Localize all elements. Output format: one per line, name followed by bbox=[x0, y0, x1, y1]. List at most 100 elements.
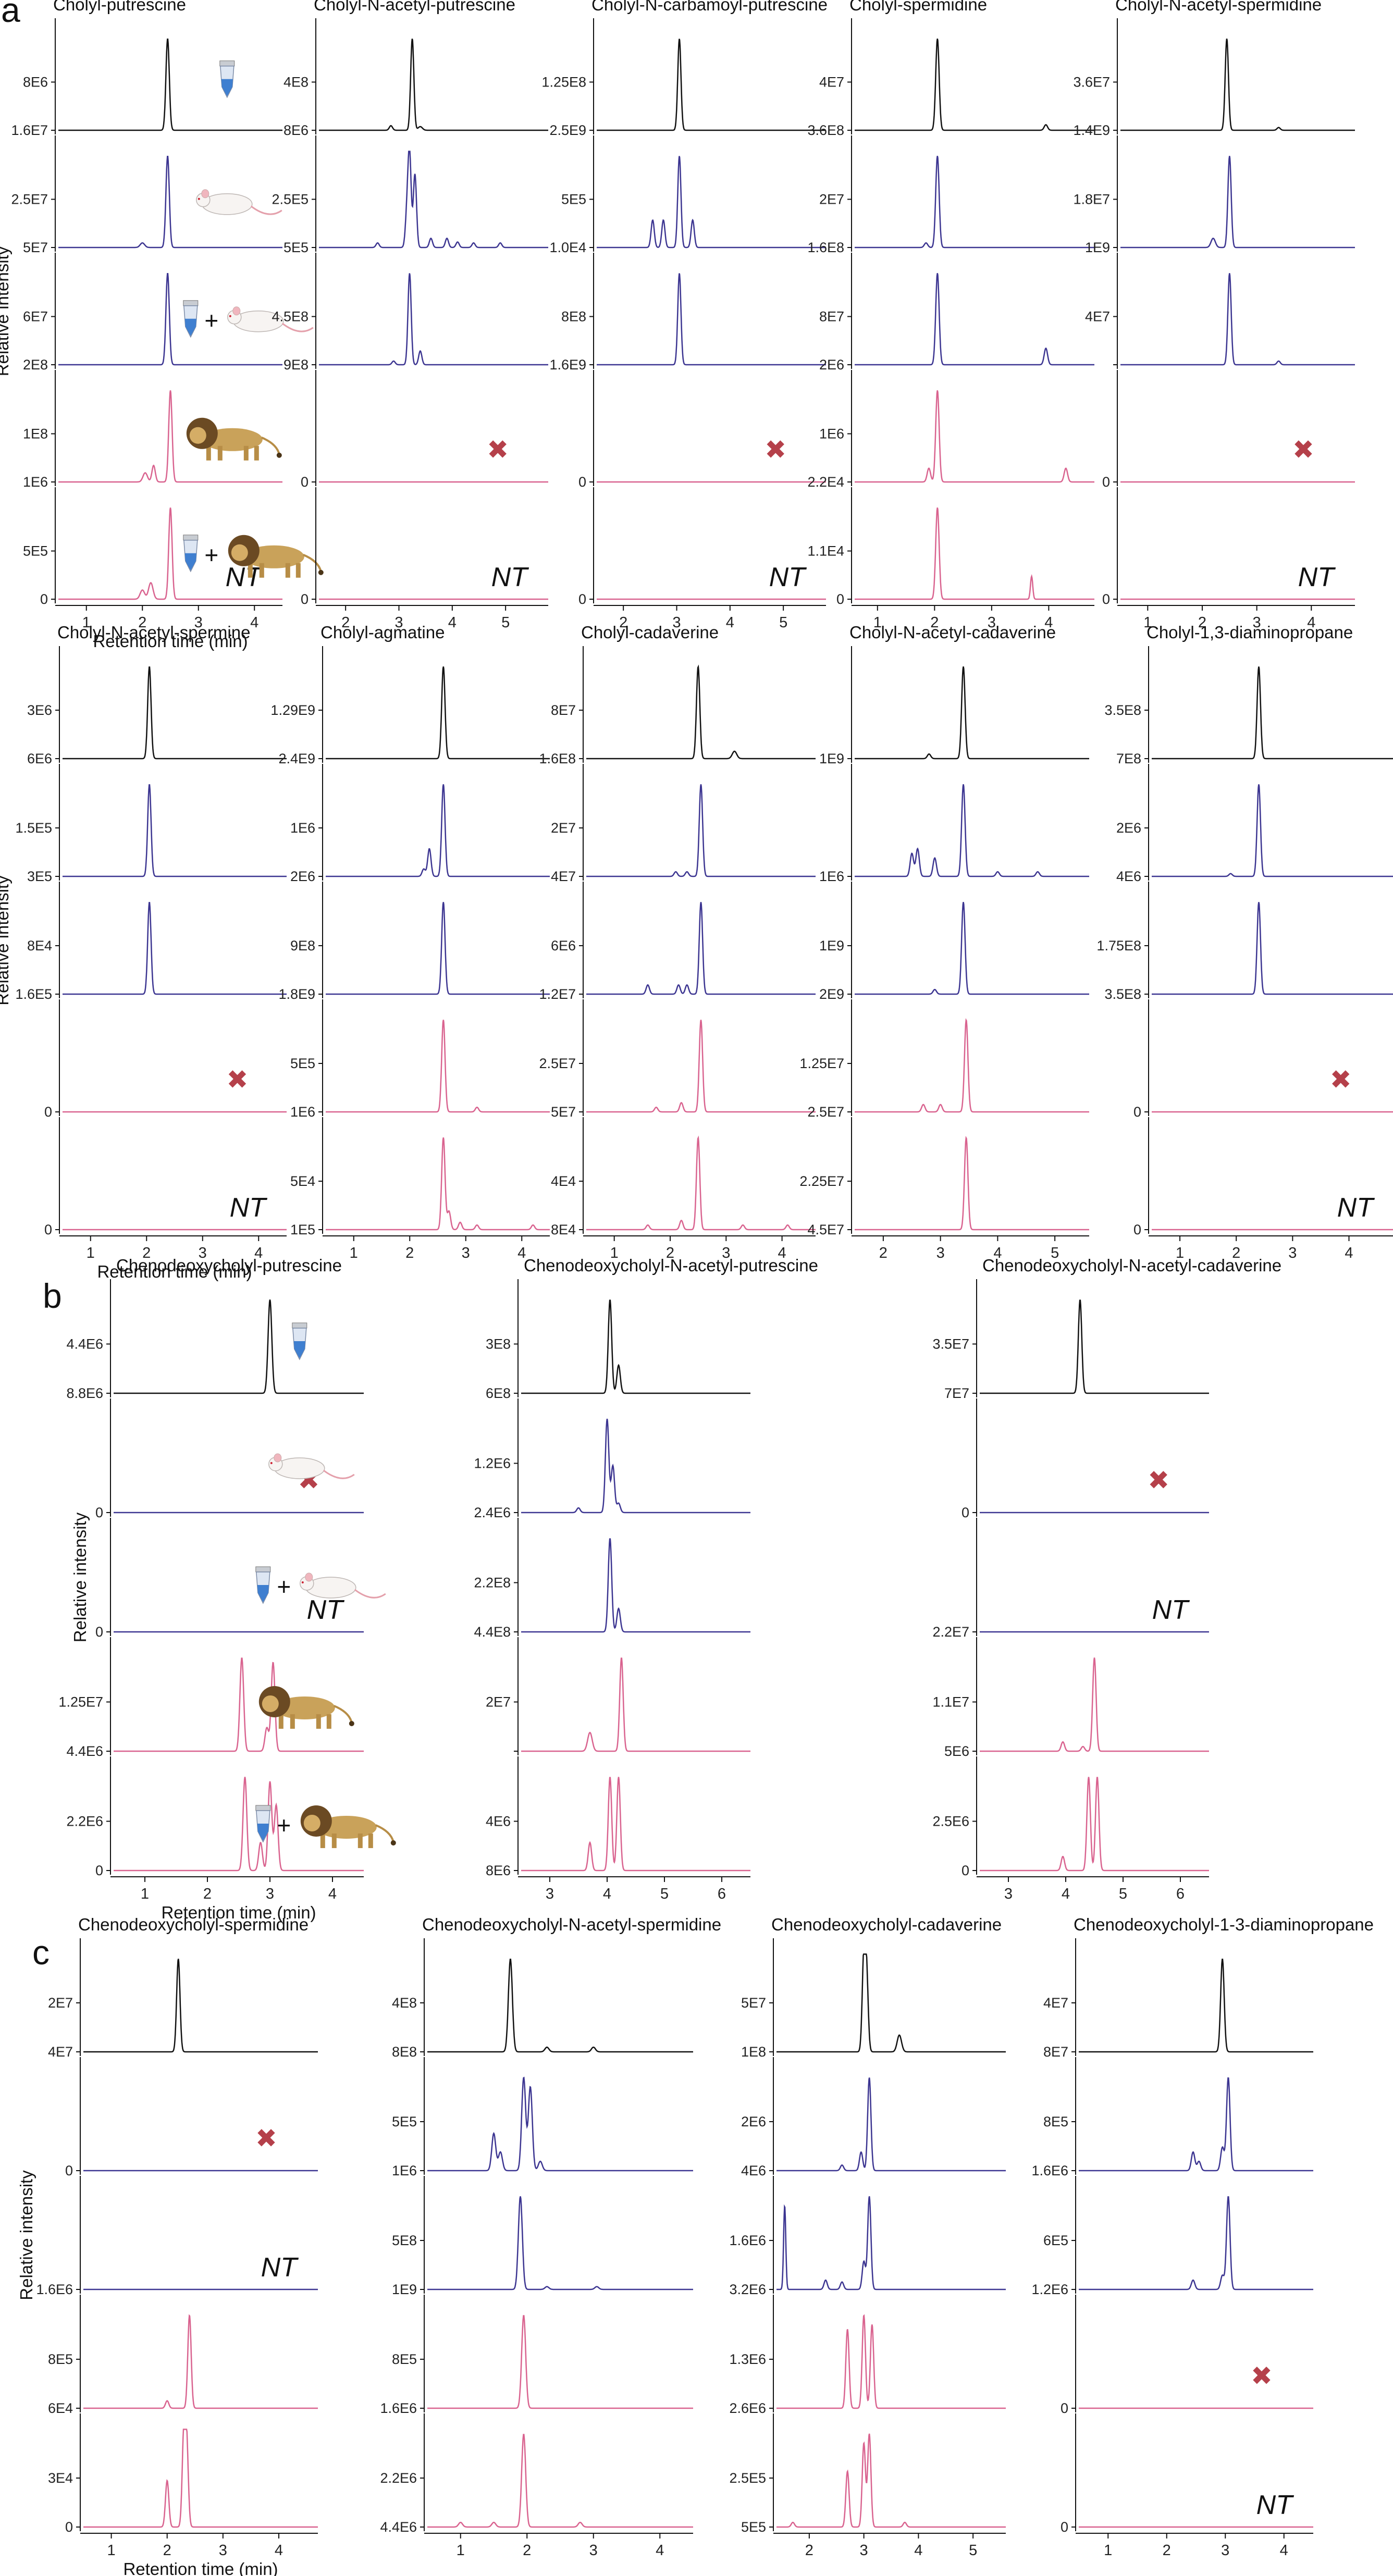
chromatogram-trace bbox=[427, 2315, 693, 2409]
x-tick-label: 2 bbox=[341, 614, 350, 631]
chromatogram-trace bbox=[319, 273, 548, 366]
x-tick-label: 3 bbox=[462, 1245, 470, 1261]
not-tested-label: NT bbox=[1256, 2490, 1295, 2520]
chart: Chenodeoxycholyl-cadaverine 1E8 5E7 4E6 2E6 3… bbox=[729, 1915, 1006, 2559]
y-tick-label: 4E4 bbox=[551, 1173, 576, 1189]
trace-row-1: 2.4E9 1.29E9 bbox=[270, 646, 550, 766]
y-tick-label: 0 bbox=[1102, 591, 1110, 607]
lion-icon bbox=[258, 1686, 354, 1729]
chromatogram-trace bbox=[58, 273, 282, 366]
x-tick-label: 2 bbox=[666, 1245, 674, 1261]
mouse-body bbox=[274, 1457, 325, 1479]
chart-title: Chenodeoxycholyl-putrescine bbox=[116, 1256, 342, 1275]
x-tick-label: 4 bbox=[1345, 1245, 1353, 1261]
y-tick-label: 7E7 bbox=[944, 1385, 969, 1401]
mouse-ear bbox=[274, 1453, 282, 1463]
y-tick-label: 1.6E6 bbox=[380, 2400, 417, 2416]
tube-cap bbox=[183, 535, 199, 541]
tube-cap bbox=[255, 1566, 271, 1572]
lion-leg bbox=[320, 1833, 325, 1848]
trace-row-4: 1.6E6 8E5 bbox=[380, 2295, 693, 2416]
trace-row-3: 4.4E8 2.2E8 bbox=[474, 1518, 750, 1640]
chromatogram-trace bbox=[427, 2076, 693, 2172]
x-tick-label: 1 bbox=[1143, 614, 1152, 631]
chromatogram-trace bbox=[1079, 2077, 1313, 2172]
tube-icon bbox=[219, 60, 235, 98]
trace-row-4: 0✖ bbox=[1133, 999, 1393, 1120]
y-tick-label: 8E5 bbox=[48, 2351, 73, 2367]
mouse-ear bbox=[305, 1572, 313, 1582]
x-tick-label: 4 bbox=[914, 2542, 922, 2559]
chromatogram-trace bbox=[63, 784, 287, 877]
y-tick-label: 4.4E6 bbox=[66, 1336, 103, 1352]
chromatogram-trace bbox=[427, 2434, 693, 2528]
y-tick-label: 8E5 bbox=[1043, 2114, 1068, 2129]
lion-tail bbox=[375, 1824, 395, 1842]
y-tick-label: 8E7 bbox=[1043, 2044, 1068, 2060]
trace-row-2: 0✖ bbox=[95, 1398, 364, 1520]
chromatogram-trace bbox=[521, 1538, 750, 1633]
y-tick-label: 2E7 bbox=[819, 192, 844, 207]
y-tick-label: 5E7 bbox=[551, 1104, 576, 1120]
lion-tail bbox=[303, 553, 322, 572]
chart-title: Chenodeoxycholyl-N-acetyl-spermidine bbox=[422, 1915, 721, 1934]
chart-title: Cholyl-1,3-diaminopropane bbox=[1147, 623, 1353, 642]
chromatogram-trace bbox=[1120, 39, 1355, 131]
not-detected-mark: ✖ bbox=[487, 435, 509, 464]
y-tick-label: 4E7 bbox=[819, 75, 844, 90]
x-tick-label: 2 bbox=[203, 1886, 212, 1902]
lion-tail-tuft bbox=[349, 1720, 354, 1726]
y-tick-label: 1E5 bbox=[290, 1222, 315, 1237]
y-tick-label: 1.25E8 bbox=[541, 75, 586, 90]
y-tick-label: 2E7 bbox=[551, 820, 576, 836]
y-tick-label: 3.5E8 bbox=[1104, 986, 1141, 1002]
trace-row-1: 6E8 3E8 bbox=[486, 1279, 750, 1401]
y-tick-label: 6E6 bbox=[551, 938, 576, 953]
trace-row-1: 4E7 2E7 bbox=[48, 1938, 318, 2060]
tube-liquid bbox=[293, 1341, 305, 1358]
x-tick-label: 1 bbox=[873, 614, 882, 631]
trace-row-4: 5E7 2.5E7 bbox=[539, 999, 816, 1120]
x-tick-label: 3 bbox=[1221, 2542, 1229, 2559]
y-tick-label: 6E7 bbox=[23, 309, 48, 325]
chromatogram-trace bbox=[855, 784, 1089, 877]
y-tick-label: 0 bbox=[301, 591, 309, 607]
y-tick-label: 3.5E7 bbox=[932, 1336, 969, 1352]
chromatogram-trace bbox=[1152, 666, 1393, 760]
x-tick-label: 3 bbox=[194, 614, 203, 631]
chromatogram-trace bbox=[427, 2196, 693, 2290]
y-tick-label: 0 bbox=[301, 474, 309, 490]
y-tick-label: 8E6 bbox=[486, 1863, 511, 1878]
x-tick-label: 2 bbox=[163, 2542, 171, 2559]
y-tick-label: 1.1E4 bbox=[807, 543, 844, 559]
mouse-ear bbox=[201, 189, 209, 199]
y-tick-label: 7E8 bbox=[1116, 751, 1141, 766]
tube-plus-mouse-icon: + bbox=[183, 300, 314, 338]
x-tick-label: 4 bbox=[993, 1245, 1002, 1261]
x-tick-label: 3 bbox=[546, 1886, 554, 1902]
trace-row-3: 2E8 6E7 + bbox=[23, 253, 314, 373]
trace-row-5: 0 3E4 bbox=[48, 2413, 318, 2535]
trace-row-2: 1E6 bbox=[819, 764, 1089, 884]
y-tick-label: 5E7 bbox=[741, 1995, 766, 2011]
tube-liquid bbox=[184, 553, 196, 571]
y-tick-label: 2.5E5 bbox=[729, 2470, 766, 2486]
y-tick-label: 1.5E5 bbox=[15, 820, 52, 836]
chromatogram-trace bbox=[586, 784, 816, 877]
y-tick-label: 5E5 bbox=[741, 2519, 766, 2535]
y-tick-label: 2.2E7 bbox=[932, 1624, 969, 1640]
y-tick-label: 1E9 bbox=[819, 751, 844, 766]
chromatogram-trace bbox=[855, 666, 1089, 760]
chart: Chenodeoxycholyl-N-acetyl-spermidine 8E8 4… bbox=[380, 1915, 721, 2559]
y-tick-label: 2E8 bbox=[23, 357, 48, 373]
chromatogram-trace bbox=[58, 156, 282, 249]
y-tick-label: 1.1E7 bbox=[932, 1694, 969, 1710]
y-tick-label: 3.6E8 bbox=[807, 122, 844, 138]
y-tick-label: 1E6 bbox=[23, 474, 48, 490]
y-tick-label: 6E8 bbox=[486, 1385, 511, 1401]
chromatogram-trace bbox=[855, 156, 1094, 249]
lion-face bbox=[189, 427, 206, 444]
lion-face bbox=[303, 1814, 320, 1831]
lion-leg bbox=[358, 1833, 363, 1848]
